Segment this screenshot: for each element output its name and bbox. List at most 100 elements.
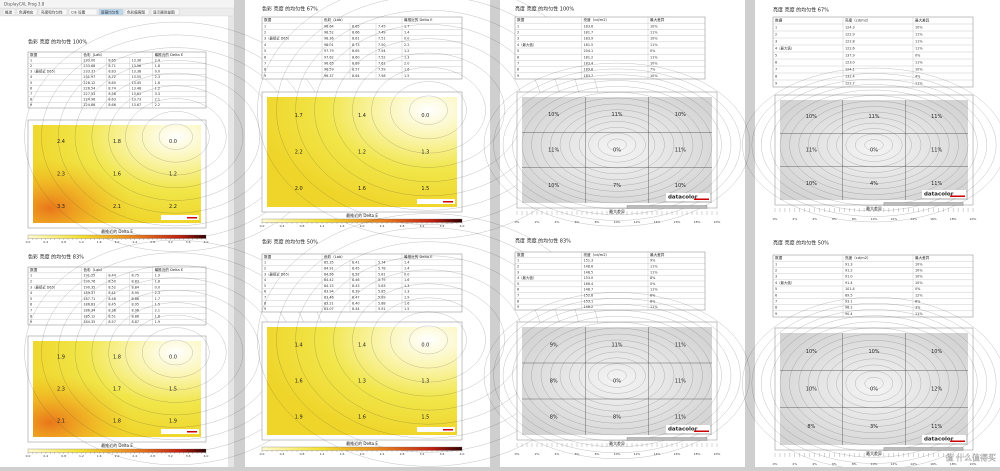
table-cell: 7.54 — [378, 49, 386, 53]
legend-scale-label: 3.6 — [440, 224, 445, 228]
table-cell: 11% — [650, 265, 658, 269]
table-cell: 0% — [650, 49, 656, 53]
table-cell: 8.84 — [131, 285, 139, 289]
contour — [483, 62, 751, 227]
tab[interactable] — [16, 8, 38, 16]
tab[interactable] — [68, 8, 98, 16]
legend-bar — [883, 447, 964, 451]
table-cell: 83.94 — [324, 290, 334, 294]
table-cell: 183.7 — [584, 74, 594, 78]
legend-label: 最推近的 Delta E — [101, 228, 133, 234]
legend-scale-label: 10% — [871, 217, 878, 221]
table-cell: 3（最接近 D65） — [264, 271, 291, 276]
table-cell: 8.60 — [108, 81, 116, 85]
table-cell: 7 — [517, 294, 519, 298]
legend-scale-label: 2.8 — [400, 224, 405, 228]
legend-scale-label: 0% — [773, 462, 778, 466]
contour — [761, 309, 987, 458]
legend-scale-label: 12% — [890, 462, 897, 466]
table-cell: 5.74 — [378, 261, 386, 265]
contour — [108, 302, 244, 403]
table-cell: 4（最大值） — [775, 280, 794, 285]
tab[interactable] — [150, 8, 180, 16]
table-cell: 7 — [775, 300, 777, 304]
legend-scale-label: 1.6 — [340, 224, 345, 228]
heatmap-label: 11% — [548, 148, 559, 154]
table-cell: 6 — [517, 55, 519, 59]
table-cell: 4（最大值） — [517, 42, 536, 47]
tab[interactable] — [124, 8, 150, 16]
contour — [371, 297, 486, 383]
contour — [158, 123, 193, 150]
heatmap-label: 1.8 — [113, 355, 121, 361]
tab-label[interactable]: 亮度和均匀性 — [41, 9, 63, 14]
legend-scale-label: 20% — [714, 220, 721, 224]
table-cell: 13.38 — [131, 70, 141, 74]
table-cell: 187.71 — [83, 297, 95, 301]
section-title: 亮度 亮度 的均匀性 50% — [773, 240, 829, 247]
legend-scale-label: 16% — [930, 217, 937, 221]
table-cell: 2.4 — [155, 58, 160, 62]
heatmap-label: 2.4 — [57, 139, 65, 145]
heatmap-label: 3.3 — [57, 204, 65, 210]
table-cell: 83.46 — [324, 296, 334, 300]
contour — [817, 111, 931, 179]
heatmap-label: 0% — [613, 148, 621, 154]
heatmap-label: 1.6 — [295, 379, 303, 385]
table-cell: 8.41 — [108, 291, 116, 295]
logo-box — [666, 425, 710, 433]
table-cell: 3（最接近 D65） — [264, 36, 291, 41]
table-cell: 7.50 — [378, 43, 386, 47]
contour — [91, 72, 260, 201]
table-cell: 13.36 — [131, 58, 141, 62]
table-cell: 10% — [650, 74, 658, 78]
heatmap-label: 1.6 — [113, 172, 121, 178]
heatmap-label: 8% — [807, 424, 815, 430]
tab-label[interactable]: 概述 — [5, 9, 13, 14]
table-cell: 8.60 — [352, 55, 360, 59]
table-cell: 204.1 — [584, 49, 594, 53]
table-cell: 83.21 — [324, 301, 334, 305]
tab[interactable] — [98, 8, 124, 16]
tab[interactable] — [38, 8, 68, 16]
table-cell: 13.73 — [131, 98, 141, 102]
tab-label[interactable]: 色彩偏离图 — [127, 9, 145, 14]
tab-label[interactable]: 显示器测量图 — [153, 9, 175, 14]
contour — [826, 352, 922, 415]
table-cell: 1.7 — [155, 297, 160, 301]
tab-label[interactable]: CIE 设置 — [71, 9, 86, 14]
heatmap-label: 10% — [868, 349, 879, 355]
heatmap-label: 1.4 — [358, 343, 366, 349]
table-cell: 91.2 — [845, 269, 853, 273]
contour — [845, 128, 903, 162]
tab-label[interactable]: 色调响应 — [19, 9, 34, 14]
table-cell: 11% — [915, 47, 923, 51]
heatmap-label: 11% — [931, 114, 942, 120]
contour — [559, 109, 675, 180]
table-cell: 231.97 — [83, 75, 95, 79]
heatmap-label: 11% — [675, 379, 686, 385]
table-cell: 8.57 — [352, 68, 360, 72]
legend-scale-label: 20% — [970, 462, 977, 466]
heatmap-label: 8% — [550, 415, 558, 421]
table-cell: 122.7 — [845, 82, 855, 86]
heatmap-label: 11% — [931, 148, 942, 154]
table-cell: 191.25 — [83, 274, 95, 278]
legend-scale-label: 0.0 — [260, 224, 265, 228]
contour — [540, 327, 694, 424]
table-cell: 4 — [264, 278, 266, 282]
table-cell: 6 — [30, 303, 32, 307]
heatmap-label: 1.8 — [113, 419, 121, 425]
heatmap-label: 10% — [675, 112, 686, 118]
table-cell: 1 — [775, 26, 777, 30]
contour — [550, 103, 684, 186]
tab[interactable] — [2, 8, 16, 16]
table-cell: 2.1 — [155, 98, 160, 102]
table-cell: 3.3 — [155, 92, 160, 96]
table-cell: 148.2 — [584, 305, 594, 309]
tab-label[interactable]: 屏幕均匀性 — [101, 9, 119, 14]
table-cell: 1 — [775, 262, 777, 266]
table-cell: 10% — [915, 68, 923, 72]
legend-bar — [626, 205, 708, 209]
table-cell: 8 — [517, 68, 519, 72]
